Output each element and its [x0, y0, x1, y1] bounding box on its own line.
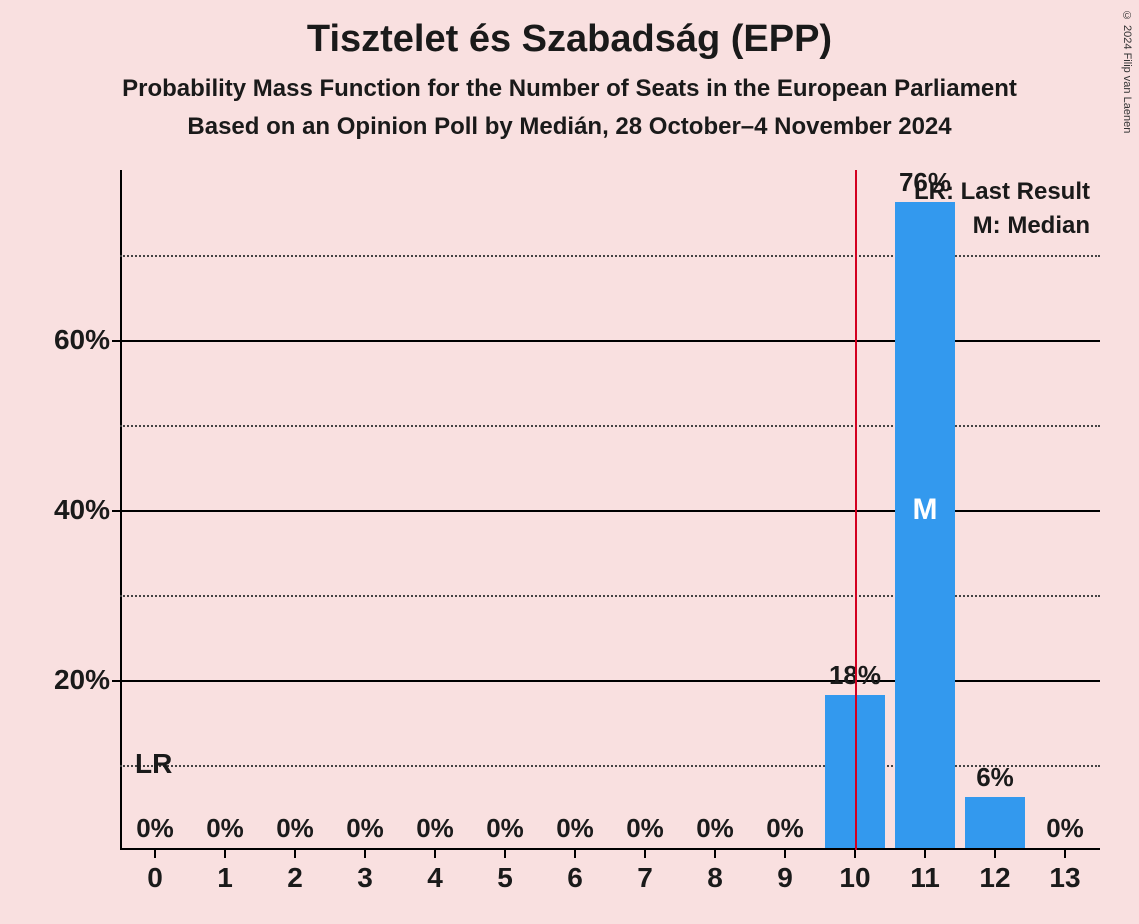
bar-value-label: 0% — [346, 813, 384, 844]
x-tick-mark — [644, 850, 646, 858]
y-tick-label: 40% — [54, 494, 110, 526]
bar-value-label: 0% — [766, 813, 804, 844]
x-tick-mark — [994, 850, 996, 858]
bar-value-label: 0% — [416, 813, 454, 844]
x-tick-mark — [854, 850, 856, 858]
x-tick-label: 12 — [979, 862, 1010, 894]
copyright-text: © 2024 Filip van Laenen — [1121, 10, 1133, 133]
last-result-line — [855, 170, 857, 850]
y-tick-mark — [112, 680, 120, 682]
x-tick-mark — [224, 850, 226, 858]
x-tick-mark — [924, 850, 926, 858]
bar-value-label: 0% — [136, 813, 174, 844]
x-tick-mark — [574, 850, 576, 858]
x-tick-mark — [1064, 850, 1066, 858]
x-tick-label: 6 — [567, 862, 583, 894]
chart-subtitle-1: Probability Mass Function for the Number… — [0, 75, 1139, 103]
x-tick-label: 5 — [497, 862, 513, 894]
x-tick-label: 4 — [427, 862, 443, 894]
x-tick-mark — [784, 850, 786, 858]
bar-value-label: 0% — [696, 813, 734, 844]
x-tick-mark — [294, 850, 296, 858]
x-tick-mark — [154, 850, 156, 858]
x-tick-mark — [714, 850, 716, 858]
y-tick-mark — [112, 340, 120, 342]
median-marker: M — [913, 493, 938, 527]
x-tick-label: 8 — [707, 862, 723, 894]
x-tick-label: 13 — [1049, 862, 1080, 894]
bar-value-label: 0% — [486, 813, 524, 844]
x-tick-mark — [434, 850, 436, 858]
y-tick-mark — [112, 510, 120, 512]
bar-value-label: 0% — [626, 813, 664, 844]
x-tick-label: 7 — [637, 862, 653, 894]
bar-value-label: 0% — [556, 813, 594, 844]
x-tick-label: 0 — [147, 862, 163, 894]
bar-value-label: 0% — [206, 813, 244, 844]
legend-median: M: Median — [973, 212, 1090, 240]
x-tick-mark — [504, 850, 506, 858]
x-tick-label: 1 — [217, 862, 233, 894]
bar-value-label: 6% — [976, 762, 1014, 793]
x-tick-mark — [364, 850, 366, 858]
last-result-marker: LR — [135, 748, 172, 780]
x-tick-label: 11 — [910, 862, 940, 894]
x-tick-label: 9 — [777, 862, 793, 894]
x-tick-label: 2 — [287, 862, 303, 894]
legend-last-result: LR: Last Result — [914, 178, 1090, 206]
bar — [965, 797, 1025, 848]
chart-title: Tisztelet és Szabadság (EPP) — [0, 0, 1139, 61]
y-tick-label: 20% — [54, 664, 110, 696]
chart-plot-area: 20%40%60% 0%0%0%0%0%0%0%0%0%0%18%76%6%0%… — [120, 170, 1100, 850]
x-tick-label: 3 — [357, 862, 373, 894]
bar-value-label: 0% — [276, 813, 314, 844]
bar-value-label: 0% — [1046, 813, 1084, 844]
y-tick-label: 60% — [54, 324, 110, 356]
x-tick-label: 10 — [839, 862, 870, 894]
chart-subtitle-2: Based on an Opinion Poll by Medián, 28 O… — [0, 113, 1139, 141]
x-axis — [120, 848, 1100, 850]
